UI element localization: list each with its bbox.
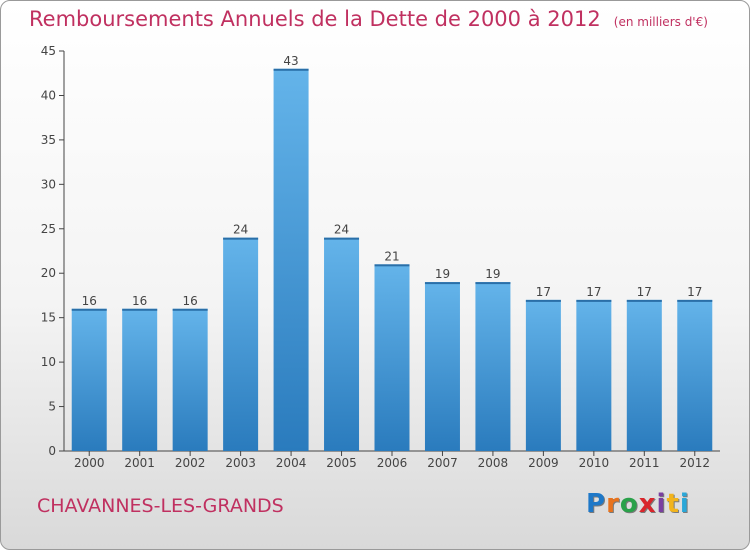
logo-letter: i <box>656 489 667 519</box>
bar <box>576 299 612 451</box>
y-tick-label: 0 <box>48 444 56 458</box>
commune-name: CHAVANNES-LES-GRANDS <box>37 495 284 517</box>
bar-top-edge <box>122 308 158 311</box>
y-tick-label: 5 <box>48 400 56 414</box>
bar <box>374 264 410 451</box>
bar <box>273 68 309 452</box>
bar <box>475 282 511 451</box>
logo-letter: r <box>606 489 620 519</box>
bar-top-edge <box>172 308 208 311</box>
title-block: Remboursements Annuels de la Dette de 20… <box>29 7 708 31</box>
data-label: 17 <box>536 285 551 299</box>
data-label: 24 <box>233 223 248 237</box>
bar-top-edge <box>576 299 612 302</box>
bar <box>172 308 208 451</box>
logo-letter: x <box>638 489 657 519</box>
x-tick-label: 2012 <box>679 456 710 470</box>
bar-top-edge <box>71 308 107 311</box>
bar <box>424 282 460 451</box>
y-tick-label: 45 <box>41 44 56 58</box>
y-tick-label: 15 <box>41 311 56 325</box>
x-tick-label: 2010 <box>579 456 610 470</box>
logo-letter: o <box>619 489 639 519</box>
data-label: 19 <box>435 267 450 281</box>
y-tick-label: 35 <box>41 133 56 147</box>
bar <box>626 299 662 451</box>
x-tick-label: 2007 <box>427 456 458 470</box>
data-label: 19 <box>485 267 500 281</box>
bar-top-edge <box>626 299 662 302</box>
y-tick-label: 40 <box>41 88 56 102</box>
data-label: 16 <box>132 294 147 308</box>
bar-top-edge <box>273 68 309 71</box>
bar <box>122 308 158 451</box>
data-label: 21 <box>384 249 399 263</box>
x-tick-label: 2000 <box>74 456 105 470</box>
bars: 16 16 16 24 43 24 21 19 19 17 17 17 17 <box>71 54 713 452</box>
logo-letter: i <box>679 489 690 519</box>
bar-top-edge <box>223 237 259 240</box>
logo-letter: P <box>586 489 607 519</box>
x-tick-label: 2006 <box>377 456 408 470</box>
x-tick-label: 2003 <box>225 456 256 470</box>
bar-top-edge <box>475 282 511 285</box>
y-tick-label: 10 <box>41 355 56 369</box>
bar <box>223 237 259 451</box>
bar <box>525 299 561 451</box>
x-tick-label: 2011 <box>629 456 660 470</box>
axes: 0 5 10 15 20 25 30 35 40 45 2000 2001 2002 2003 2004 20… <box>41 44 720 470</box>
data-label: 17 <box>687 285 702 299</box>
data-label: 43 <box>283 54 298 68</box>
chart-subtitle: (en milliers d'€) <box>613 15 708 29</box>
data-label: 24 <box>334 223 349 237</box>
x-tick-label: 2005 <box>326 456 357 470</box>
bar-top-edge <box>525 299 561 302</box>
bar-top-edge <box>424 282 460 285</box>
x-tick-label: 2002 <box>175 456 206 470</box>
bar <box>677 299 713 451</box>
chart-title: Remboursements Annuels de la Dette de 20… <box>29 7 601 31</box>
y-tick-label: 20 <box>41 266 56 280</box>
x-tick-label: 2008 <box>478 456 509 470</box>
x-tick-label: 2001 <box>124 456 155 470</box>
x-tick-label: 2004 <box>276 456 307 470</box>
bar-top-edge <box>677 299 713 302</box>
data-label: 17 <box>586 285 601 299</box>
bar-top-edge <box>324 237 360 240</box>
bar <box>324 237 360 451</box>
data-label: 16 <box>82 294 97 308</box>
x-tick-label: 2009 <box>528 456 559 470</box>
bar <box>71 308 107 451</box>
bar-top-edge <box>374 264 410 267</box>
proxiti-logo[interactable]: Proxiti <box>586 489 690 519</box>
data-label: 16 <box>183 294 198 308</box>
y-tick-label: 25 <box>41 222 56 236</box>
logo-letter: t <box>666 489 680 519</box>
y-tick-label: 30 <box>41 177 56 191</box>
data-label: 17 <box>637 285 652 299</box>
